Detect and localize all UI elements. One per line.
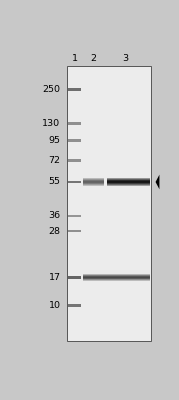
Text: 36: 36 bbox=[48, 211, 61, 220]
Bar bbox=[68, 215, 81, 217]
Text: 1: 1 bbox=[72, 54, 78, 63]
Text: 28: 28 bbox=[49, 227, 61, 236]
Bar bbox=[68, 159, 81, 162]
Text: 250: 250 bbox=[43, 85, 61, 94]
Bar bbox=[68, 139, 81, 142]
Bar bbox=[67, 66, 151, 341]
Bar bbox=[68, 180, 81, 183]
Polygon shape bbox=[156, 175, 159, 189]
Text: 3: 3 bbox=[123, 54, 129, 63]
Bar bbox=[68, 276, 81, 279]
Text: 2: 2 bbox=[90, 54, 96, 63]
Bar bbox=[68, 88, 81, 91]
Text: 72: 72 bbox=[49, 156, 61, 165]
Text: 17: 17 bbox=[49, 273, 61, 282]
Text: 55: 55 bbox=[49, 178, 61, 186]
Bar bbox=[68, 230, 81, 232]
Text: 95: 95 bbox=[49, 136, 61, 145]
Text: 130: 130 bbox=[42, 119, 61, 128]
Bar bbox=[68, 304, 81, 306]
Text: 10: 10 bbox=[49, 301, 61, 310]
Bar bbox=[68, 122, 81, 125]
